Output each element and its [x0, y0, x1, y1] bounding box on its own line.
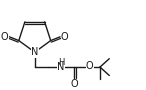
- Text: O: O: [1, 32, 9, 42]
- Text: N: N: [31, 47, 38, 57]
- Text: O: O: [61, 32, 69, 42]
- Text: H: H: [58, 58, 64, 67]
- Text: O: O: [70, 79, 78, 89]
- Text: N: N: [57, 62, 65, 72]
- Text: O: O: [86, 61, 94, 71]
